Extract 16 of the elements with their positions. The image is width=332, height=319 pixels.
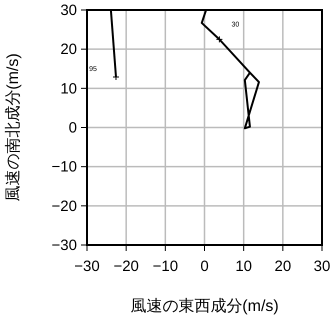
x-tick-label: 10 <box>235 258 252 275</box>
y-tick-label: 30 <box>60 2 77 19</box>
x-tick-label: 30 <box>314 258 330 275</box>
y-tick-label: 0 <box>68 120 77 136</box>
y-tick-label: −30 <box>52 237 77 254</box>
x-tick-label: −10 <box>152 258 178 275</box>
x-axis-title: 風速の東西成分(m/s) <box>130 297 279 315</box>
y-tick-label: −20 <box>52 198 77 215</box>
y-axis-title: 風速の南北成分(m/s) <box>4 53 22 202</box>
x-tick-label: 0 <box>200 258 209 275</box>
x-tick-label: 20 <box>274 258 292 275</box>
x-tick-label: −20 <box>113 258 139 275</box>
y-tick-label: 20 <box>60 41 77 58</box>
y-tick-label: 10 <box>60 80 77 98</box>
x-tick-label: −30 <box>74 258 100 275</box>
y-tick-label: −10 <box>52 158 77 176</box>
